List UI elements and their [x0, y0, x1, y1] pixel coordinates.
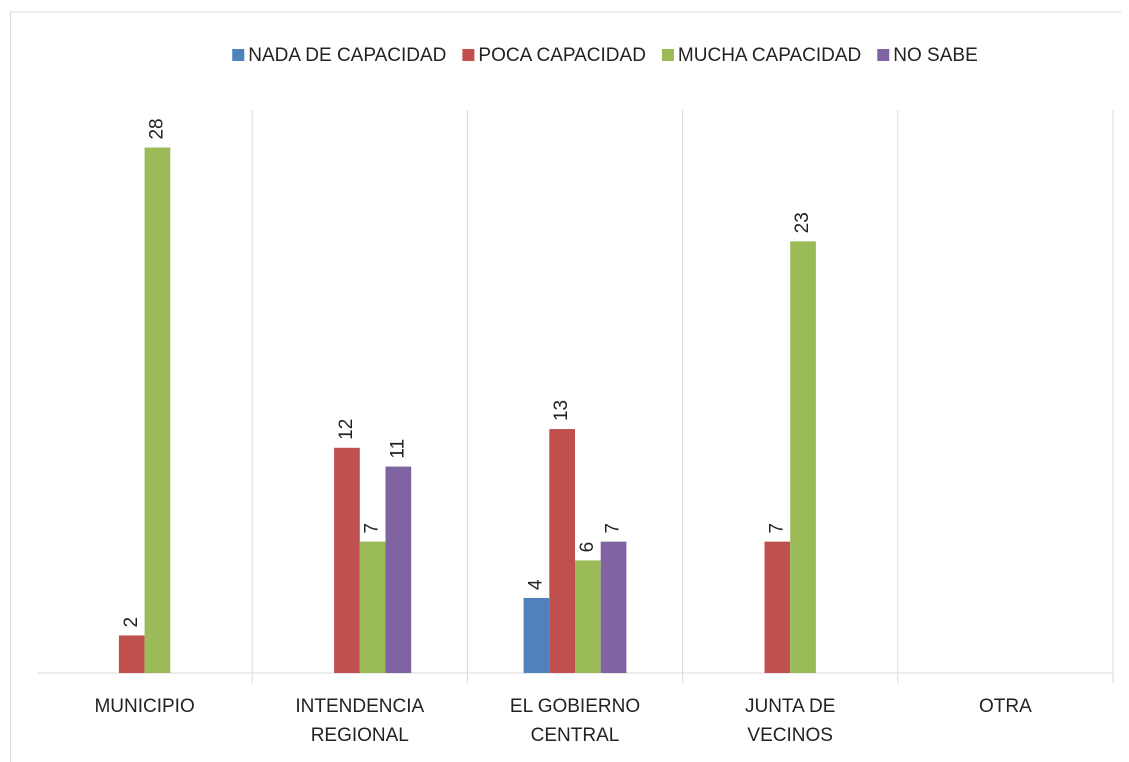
x-tick-label: OTRA — [979, 696, 1032, 717]
data-label: 28 — [146, 118, 167, 139]
legend-label: MUCHA CAPACIDAD — [678, 45, 861, 66]
bar — [790, 241, 816, 673]
data-label: 7 — [603, 523, 624, 534]
data-label: 13 — [551, 400, 572, 421]
x-tick-label: EL GOBIERNO CENTRAL — [509, 696, 641, 746]
legend-label: POCA CAPACIDAD — [478, 45, 646, 66]
data-label: 7 — [766, 523, 787, 534]
data-label: 23 — [792, 212, 813, 233]
bar — [385, 466, 412, 673]
bar — [359, 541, 386, 673]
bar — [549, 429, 575, 673]
bar — [523, 597, 550, 673]
data-label: 7 — [362, 523, 383, 534]
x-tick-label: MUNICIPIO — [94, 696, 195, 717]
bar — [118, 635, 145, 673]
legend-label: NO SABE — [893, 45, 977, 66]
bar — [334, 447, 360, 673]
data-label: 12 — [336, 419, 357, 440]
data-label: 4 — [525, 579, 546, 590]
bar — [600, 541, 627, 673]
bar — [575, 560, 601, 673]
legend-swatch — [661, 49, 674, 61]
bar — [144, 147, 171, 674]
data-label: 11 — [387, 439, 408, 459]
x-tick-label: JUNTA DE VECINOS — [744, 696, 836, 746]
legend-swatch — [877, 49, 890, 61]
bar — [764, 541, 791, 673]
data-label: 6 — [577, 542, 598, 553]
legend-swatch — [232, 49, 245, 61]
legend-label: NADA DE CAPACIDAD — [248, 45, 446, 66]
data-label: 2 — [121, 617, 142, 628]
x-tick-label: INTENDENCIA REGIONAL — [295, 696, 425, 746]
legend-swatch — [462, 49, 475, 61]
